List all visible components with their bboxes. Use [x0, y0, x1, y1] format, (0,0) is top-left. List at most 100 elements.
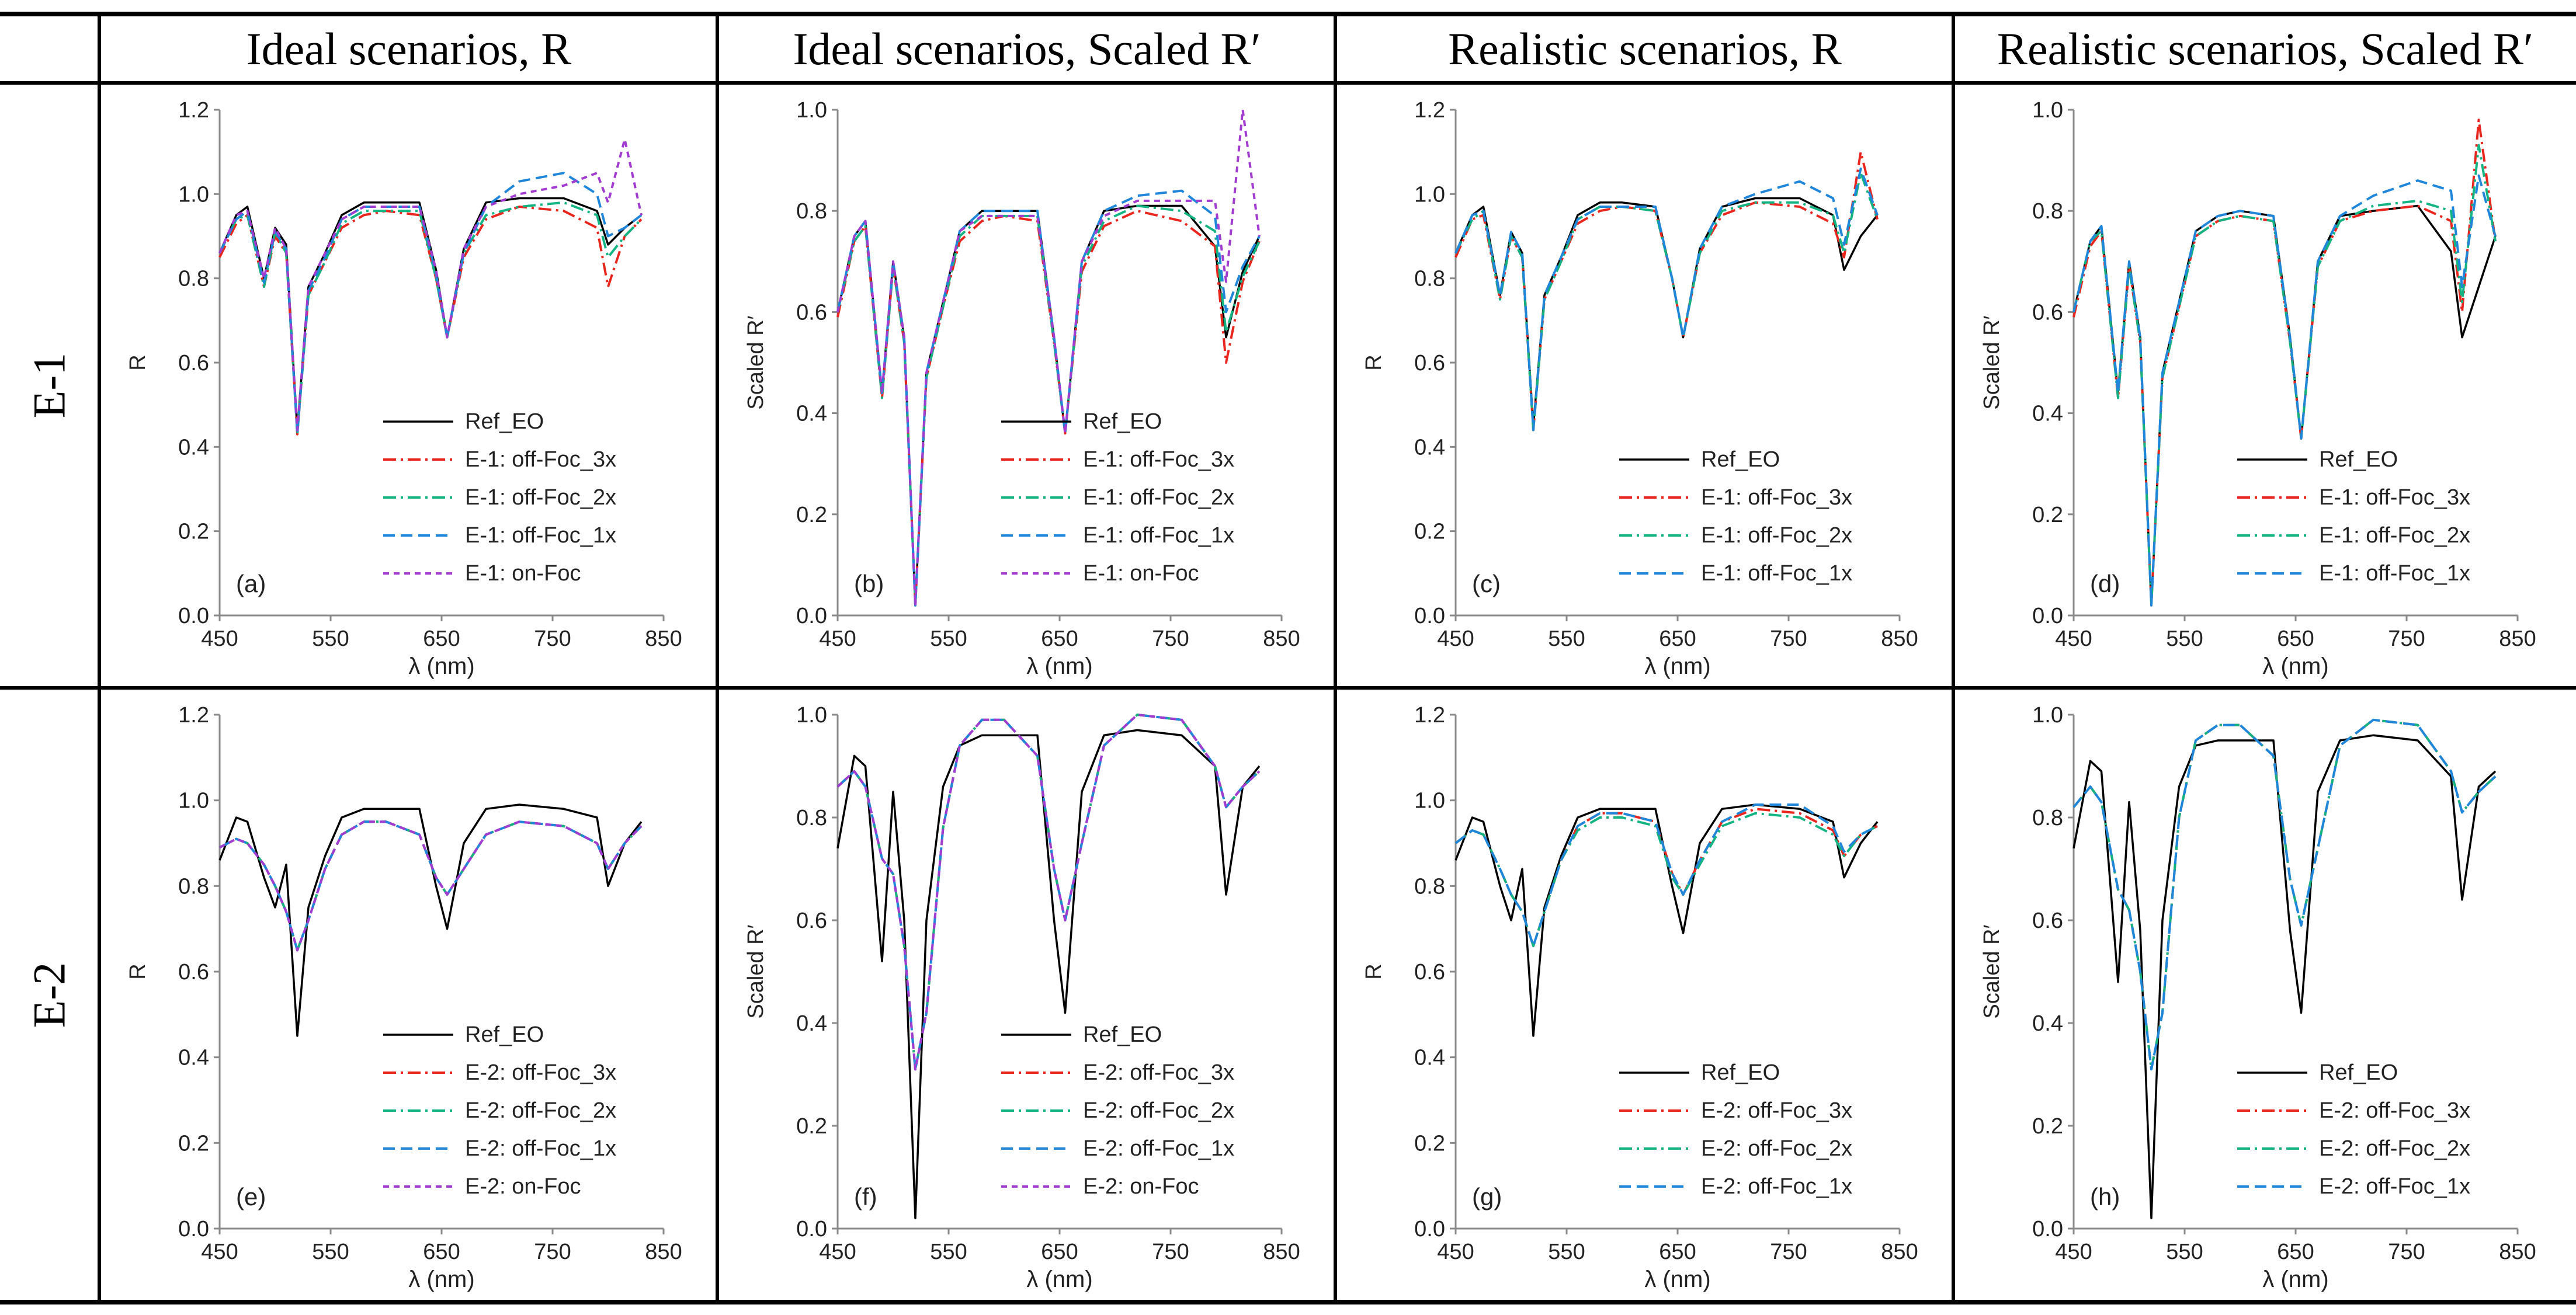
x-tick-label: 850 — [1263, 627, 1300, 651]
legend-label: E-1: off-Foc_3x — [1083, 447, 1234, 472]
legend-label: Ref_EO — [465, 1022, 544, 1047]
y-tick-label: 0.0 — [2032, 1217, 2063, 1241]
row-label-text: E-2 — [23, 962, 74, 1028]
x-tick-label: 650 — [1659, 1240, 1696, 1264]
y-tick-label: 0.6 — [178, 351, 209, 375]
x-tick-label: 450 — [1437, 627, 1474, 651]
legend-label: E-2: off-Foc_2x — [2319, 1136, 2470, 1161]
x-axis-label: λ (nm) — [1026, 653, 1092, 679]
y-tick-label: 1.0 — [1414, 789, 1445, 813]
y-tick-label: 0.8 — [2032, 199, 2063, 224]
series-line — [836, 189, 1261, 607]
legend-label: E-1: off-Foc_3x — [1701, 485, 1852, 510]
y-tick-label: 1.0 — [1414, 182, 1445, 207]
legend-label: E-2: off-Foc_3x — [465, 1060, 616, 1085]
y-axis-label: R — [126, 963, 150, 979]
y-tick-label: 0.4 — [796, 1011, 827, 1036]
chart-panel: 450 550 650 750 850 0.0 0.2 0.4 0.6 0.8 1.0 λ (nm) S… — [744, 703, 1300, 1292]
x-tick-label: 650 — [423, 1240, 460, 1264]
series-line — [2072, 734, 2497, 1220]
y-tick-label: 1.0 — [2032, 703, 2063, 728]
x-tick-label: 750 — [2388, 1240, 2425, 1264]
series-line — [1454, 808, 1878, 947]
x-tick-label: 750 — [1770, 627, 1807, 651]
y-tick-label: 0.4 — [1414, 1046, 1445, 1070]
y-tick-label: 0.2 — [2032, 1114, 2063, 1139]
x-tick-label: 650 — [2277, 627, 2314, 651]
series-line — [2072, 718, 2497, 1071]
y-tick-label: 0.0 — [178, 604, 209, 628]
x-tick-label: 850 — [1263, 1240, 1300, 1264]
x-tick-label: 650 — [2277, 1240, 2314, 1264]
series-line — [836, 729, 1261, 1220]
x-tick-label: 750 — [534, 1240, 571, 1264]
y-tick-label: 1.0 — [2032, 98, 2063, 123]
y-tick-label: 1.2 — [178, 98, 209, 123]
x-axis-label: λ (nm) — [408, 653, 474, 679]
y-tick-label: 0.0 — [178, 1217, 209, 1241]
y-tick-label: 0.2 — [178, 1131, 209, 1156]
x-tick-label: 550 — [312, 627, 349, 651]
panel-label: (g) — [1472, 1183, 1502, 1210]
y-tick-label: 1.2 — [1414, 98, 1445, 123]
y-tick-label: 1.0 — [796, 98, 827, 123]
y-tick-label: 0.8 — [1414, 874, 1445, 899]
y-tick-label: 0.6 — [796, 909, 827, 933]
legend-label: Ref_EO — [465, 409, 544, 434]
legend-label: Ref_EO — [2319, 1060, 2398, 1085]
legend-label: E-2: off-Foc_1x — [1701, 1174, 1852, 1199]
legend-label: E-1: off-Foc_2x — [465, 485, 616, 510]
x-tick-label: 850 — [645, 627, 682, 651]
y-tick-label: 0.4 — [796, 402, 827, 426]
y-tick-label: 0.0 — [1414, 1217, 1445, 1241]
series-line — [1454, 812, 1878, 947]
x-tick-label: 450 — [819, 1240, 856, 1264]
x-tick-label: 650 — [423, 627, 460, 651]
y-tick-label: 1.0 — [178, 789, 209, 813]
legend-label: E-2: on-Foc — [1083, 1174, 1199, 1199]
y-axis-label: R — [126, 354, 150, 370]
legend-label: E-1: off-Foc_3x — [2319, 485, 2470, 510]
x-tick-label: 750 — [1770, 1240, 1807, 1264]
series-line — [836, 714, 1261, 1071]
y-axis-label: Scaled R′ — [744, 924, 768, 1018]
x-tick-label: 450 — [2055, 1240, 2092, 1264]
series-line — [219, 820, 643, 952]
x-tick-label: 550 — [312, 1240, 349, 1264]
y-tick-label: 0.0 — [1414, 604, 1445, 628]
legend-label: Ref_EO — [2319, 447, 2398, 472]
panel-label: (c) — [1472, 570, 1501, 597]
series-line — [218, 803, 643, 1037]
x-axis-label: λ (nm) — [2262, 1267, 2328, 1292]
x-tick-label: 750 — [2388, 627, 2425, 651]
x-axis-label: λ (nm) — [1026, 1267, 1092, 1292]
legend-label: E-1: off-Foc_2x — [2319, 523, 2470, 548]
y-tick-label: 1.0 — [178, 182, 209, 207]
y-tick-label: 0.2 — [178, 520, 209, 544]
y-tick-label: 0.4 — [178, 435, 209, 460]
y-axis-label: Scaled R′ — [744, 315, 768, 409]
y-tick-label: 1.2 — [178, 703, 209, 728]
x-tick-label: 450 — [819, 627, 856, 651]
y-axis-label: Scaled R′ — [1980, 315, 2004, 409]
x-tick-label: 550 — [2166, 627, 2203, 651]
y-tick-label: 0.4 — [2032, 402, 2063, 426]
legend-label: E-2: off-Foc_1x — [465, 1136, 616, 1161]
y-tick-label: 0.8 — [178, 874, 209, 899]
chart-panel: 450 550 650 750 850 0.0 0.2 0.4 0.6 0.8 1.0 λ (nm) S… — [1980, 98, 2536, 679]
x-axis-label: λ (nm) — [408, 1267, 474, 1292]
series-line — [2072, 174, 2497, 607]
x-tick-label: 650 — [1659, 627, 1696, 651]
y-tick-label: 0.6 — [2032, 909, 2063, 933]
x-tick-label: 650 — [1041, 1240, 1078, 1264]
y-axis-label: R — [1362, 963, 1386, 979]
x-tick-label: 550 — [1548, 627, 1585, 651]
chart-panel: 450 550 650 750 850 0.0 0.2 0.4 0.6 0.8 1.0 1.2 λ (n… — [1362, 98, 1918, 679]
x-tick-label: 750 — [1152, 1240, 1189, 1264]
y-tick-label: 0.8 — [796, 199, 827, 224]
x-tick-label: 450 — [1437, 1240, 1474, 1264]
series-line — [218, 197, 643, 432]
y-tick-label: 0.6 — [178, 960, 209, 984]
x-axis-label: λ (nm) — [1644, 1267, 1710, 1292]
series-line — [219, 820, 643, 952]
